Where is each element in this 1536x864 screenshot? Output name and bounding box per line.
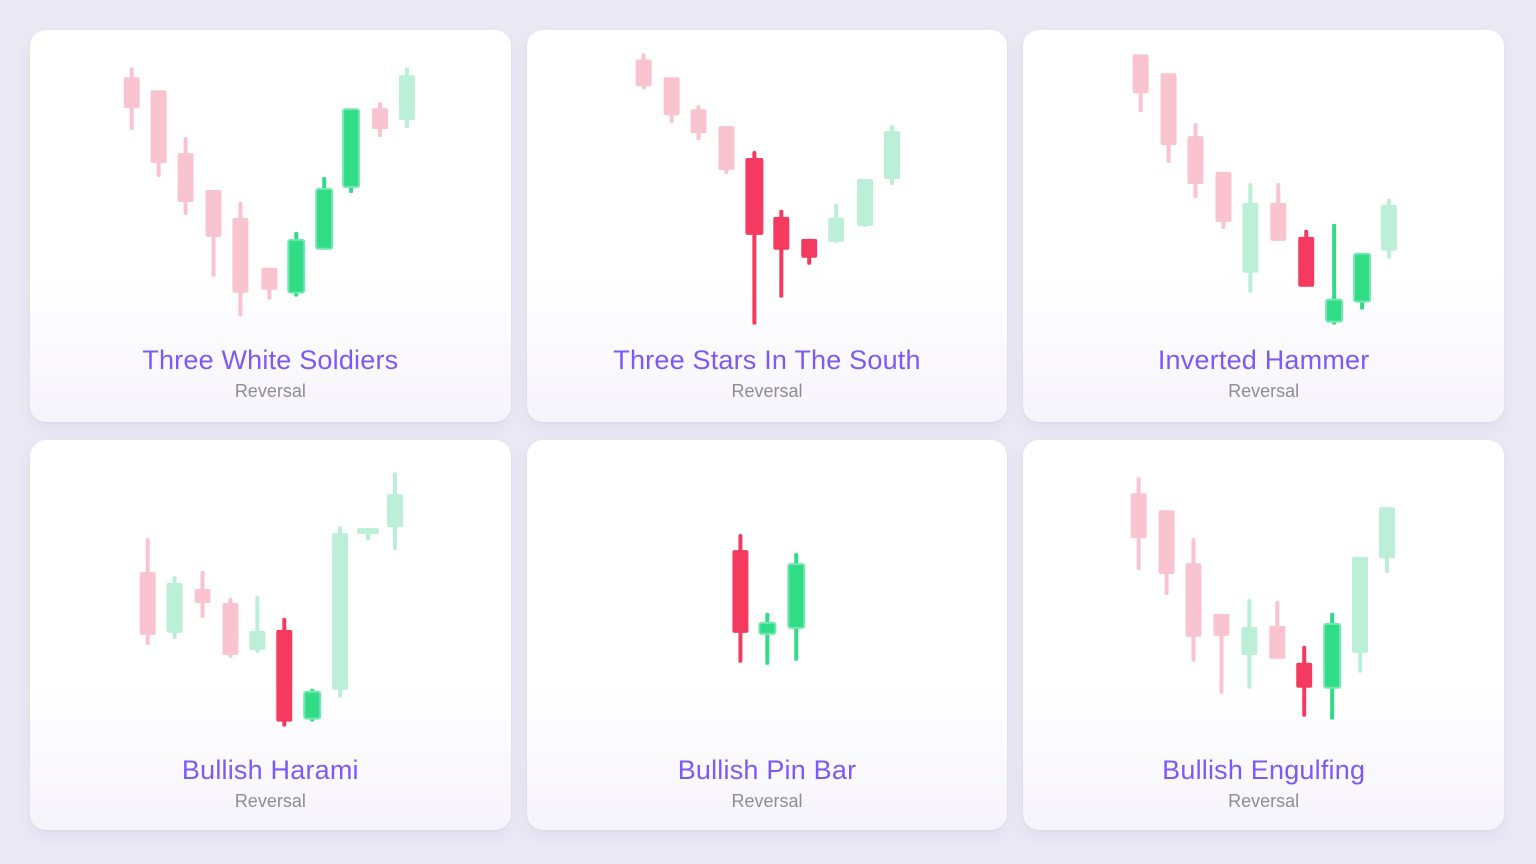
candle-body [1215,172,1232,222]
candle-body [883,131,900,180]
candle-body [166,583,183,633]
candle-body [745,158,764,235]
candlestick-chart [527,440,1008,740]
pattern-card-inverted-hammer[interactable]: Inverted Hammer Reversal [1023,30,1504,422]
candle-body [372,108,388,130]
pattern-title: Three White Soldiers [142,345,399,375]
candlestick-chart [1023,30,1504,330]
candle-body [827,217,844,242]
pattern-type-label: Reversal [1228,791,1300,812]
pattern-type-label: Reversal [731,381,803,402]
candle-body [772,216,789,250]
candle-body [249,630,266,650]
candle-body [635,59,652,87]
pattern-card-bullish-harami[interactable]: Bullish Harami Reversal [30,440,511,830]
candle-body [123,77,140,109]
candle-body [357,528,380,535]
candle-body [303,690,322,720]
pattern-title: Bullish Harami [181,755,359,785]
pattern-type-label: Reversal [234,791,306,812]
candle-body [758,621,776,635]
candle-body [205,189,222,237]
candle-body [177,153,194,202]
candle-body [387,494,403,528]
candle-body [1269,625,1286,659]
candlestick-chart [30,440,511,740]
pattern-type-label: Reversal [1228,381,1300,402]
candle-body [1241,626,1258,655]
candle-body [718,126,735,171]
candle-body [856,179,873,226]
candle-body [1185,563,1202,637]
candle-body [342,108,361,188]
candle-body [1213,613,1230,636]
candle-body [398,75,415,121]
pattern-title: Bullish Engulfing [1162,755,1366,785]
candle-body [1270,202,1287,241]
candle-body [1296,662,1313,688]
candle-body [287,238,306,294]
candle-wick [764,612,769,665]
candlestick-chart [527,30,1008,330]
candle-body [663,77,680,116]
candle-body [1158,510,1175,575]
candle-body [261,267,278,290]
candle-body [1242,202,1259,273]
candle-body [1353,252,1372,303]
pattern-type-label: Reversal [731,791,803,812]
candle-body [332,533,349,690]
pattern-type-label: Reversal [234,381,306,402]
candle-body [150,90,167,164]
candle-body [315,187,334,250]
candle-body [1323,622,1342,689]
candle-body [1325,298,1344,323]
pattern-card-bullish-engulfing[interactable]: Bullish Engulfing Reversal [1023,440,1504,830]
candle-body [1160,73,1177,146]
candle-body [1352,557,1369,653]
pattern-title: Bullish Pin Bar [677,755,857,785]
candle-body [732,550,749,633]
pattern-title: Inverted Hammer [1157,345,1370,375]
candle-body [786,563,805,629]
candlestick-chart [1023,440,1504,740]
candle-body [232,217,249,293]
pattern-title: Three Stars In The South [613,345,921,375]
candle-body [1381,204,1398,251]
candle-body [1379,507,1396,559]
candle-body [1187,136,1204,184]
candle-body [1298,236,1315,287]
candle-body [1131,493,1147,539]
candle-body [800,238,817,258]
candle-body [139,572,156,635]
candle-body [1133,54,1149,94]
pattern-card-bullish-pin-bar[interactable]: Bullish Pin Bar Reversal [526,440,1008,830]
candle-body [194,589,211,603]
candle-body [690,109,707,134]
candlestick-chart [30,30,511,330]
pattern-card-three-stars-in-the-south[interactable]: Three Stars In The South Reversal [526,30,1008,422]
candle-body [276,629,293,722]
candle-body [222,602,239,655]
pattern-card-three-white-soldiers[interactable]: Three White Soldiers Reversal [30,30,511,422]
